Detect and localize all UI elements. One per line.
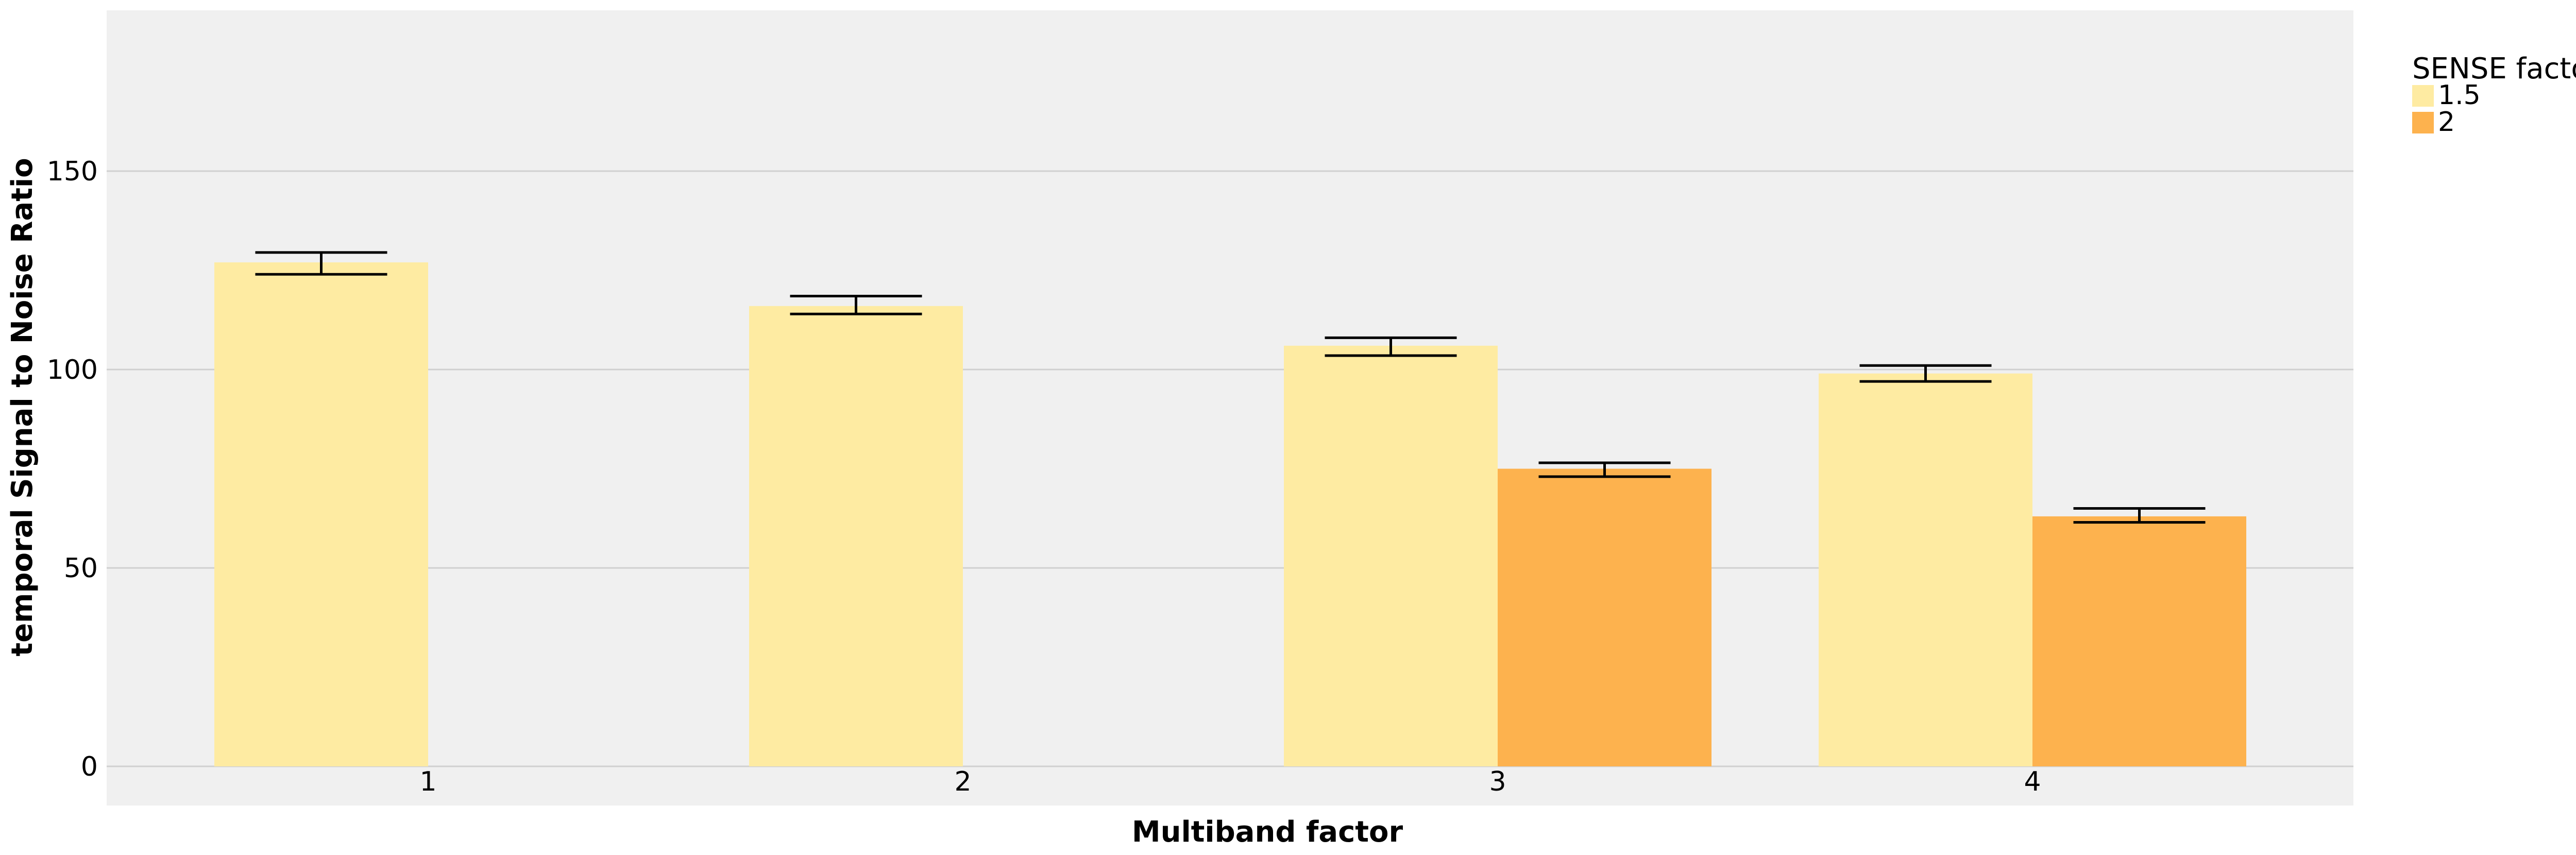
- legend: SENSE factor 1.52: [2412, 52, 2576, 138]
- bar: [1819, 373, 2032, 766]
- y-tick-labels: 0 50 100 150: [47, 156, 98, 782]
- bar: [1498, 468, 1711, 766]
- error-bar: [1859, 364, 1992, 383]
- x-tick-label: 2: [954, 766, 971, 797]
- x-tick-label: 3: [1489, 766, 1506, 797]
- error-bars: [255, 251, 2206, 524]
- error-bar: [255, 251, 387, 276]
- y-tick-label: 0: [81, 751, 98, 782]
- bar: [1284, 345, 1498, 766]
- bar: [214, 262, 428, 767]
- y-tick-label: 150: [47, 156, 98, 187]
- x-tick-label: 4: [2024, 766, 2041, 797]
- y-tick-label: 50: [64, 553, 98, 584]
- y-axis-title: temporal Signal to Noise Ratio: [6, 158, 39, 656]
- x-tick-labels: 1 2 3 4: [419, 766, 2041, 797]
- legend-label: 1.5: [2438, 80, 2481, 111]
- x-tick-label: 1: [419, 766, 436, 797]
- bar: [749, 306, 963, 766]
- error-bar: [2073, 507, 2206, 524]
- legend-swatch: [2412, 112, 2434, 133]
- error-bar: [790, 295, 922, 315]
- error-bar: [1325, 336, 1457, 357]
- legend-swatch: [2412, 85, 2434, 107]
- bars: [214, 262, 2246, 767]
- error-bar: [1538, 461, 1671, 478]
- x-axis-title: Multiband factor: [1132, 815, 1403, 849]
- bar: [2032, 516, 2246, 766]
- legend-label: 2: [2438, 107, 2455, 138]
- legend-title: SENSE factor: [2412, 52, 2576, 86]
- y-tick-label: 100: [47, 355, 98, 385]
